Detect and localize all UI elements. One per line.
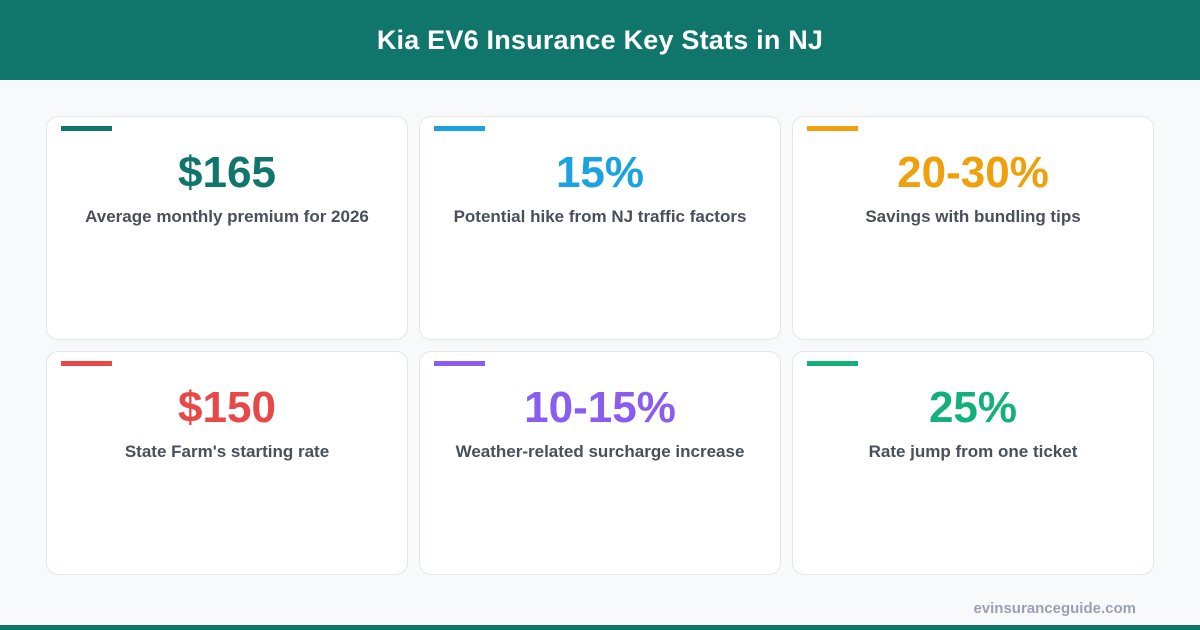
accent-bar	[434, 126, 485, 131]
accent-bar	[61, 126, 112, 131]
stat-card: 25% Rate jump from one ticket	[792, 351, 1154, 575]
stat-label: State Farm's starting rate	[124, 442, 330, 461]
stat-card: 10-15% Weather-related surcharge increas…	[419, 351, 781, 575]
stat-value: 20-30%	[897, 148, 1049, 197]
stat-label: Weather-related surcharge increase	[455, 442, 745, 461]
stat-value: 10-15%	[524, 383, 676, 432]
header-banner: Kia EV6 Insurance Key Stats in NJ	[0, 0, 1200, 80]
accent-bar	[807, 126, 858, 131]
stat-card: $150 State Farm's starting rate	[46, 351, 408, 575]
page-title: Kia EV6 Insurance Key Stats in NJ	[376, 24, 824, 55]
stat-label: Rate jump from one ticket	[868, 442, 1078, 461]
stat-value: $150	[178, 383, 276, 432]
stat-card: 15% Potential hike from NJ traffic facto…	[419, 116, 781, 340]
stat-label: Savings with bundling tips	[865, 207, 1081, 226]
accent-bar	[61, 361, 112, 366]
stat-label: Potential hike from NJ traffic factors	[453, 207, 747, 226]
bottom-bar	[0, 625, 1200, 630]
stat-value: 15%	[555, 148, 645, 197]
stat-value: $165	[178, 148, 276, 197]
stat-value: 25%	[928, 383, 1018, 432]
stat-card: $165 Average monthly premium for 2026	[46, 116, 408, 340]
stat-label: Average monthly premium for 2026	[85, 207, 369, 226]
stat-card: 20-30% Savings with bundling tips	[792, 116, 1154, 340]
accent-bar	[807, 361, 858, 366]
accent-bar	[434, 361, 485, 366]
site-credit: evinsuranceguide.com	[973, 600, 1136, 617]
